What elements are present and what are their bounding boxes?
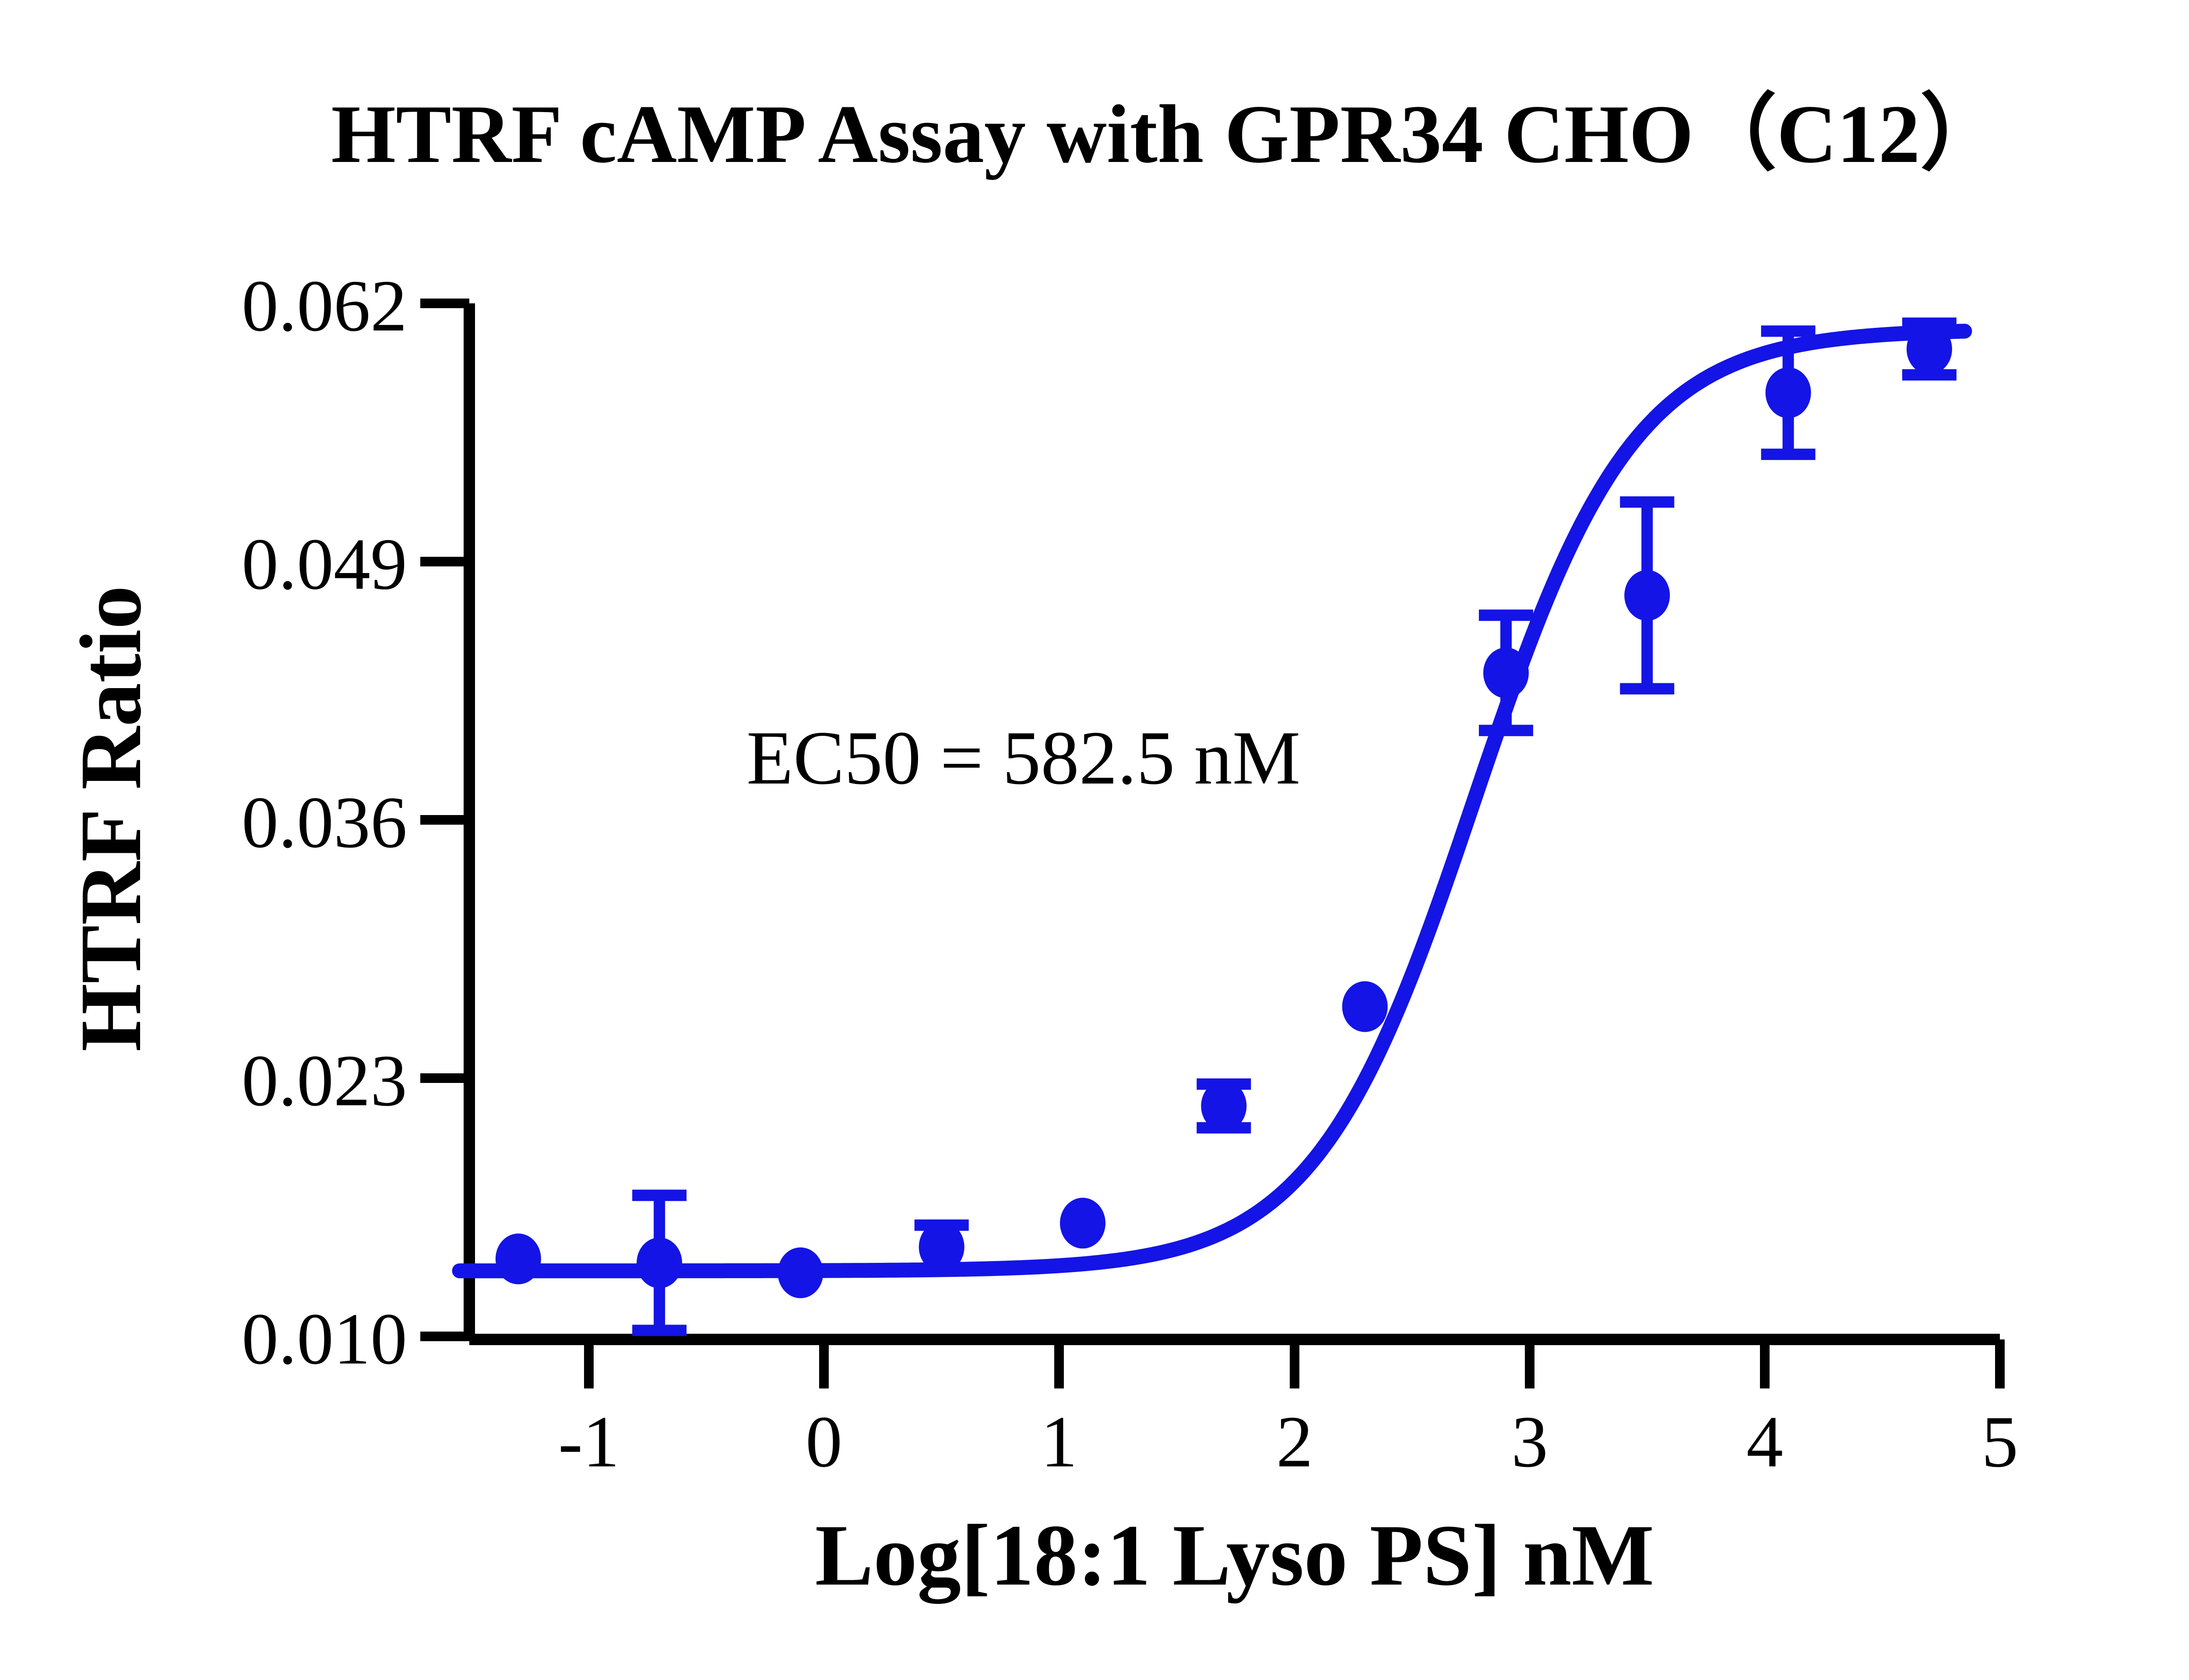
page-title: HTRF cAMP Assay with GPR34 CHO（C12） (331, 88, 2003, 180)
data-point (1906, 323, 1952, 375)
data-point (495, 1234, 541, 1284)
fit-curve (452, 323, 1972, 1279)
fit-curve-layer (452, 323, 1972, 1279)
x-axis-title: Log[18:1 Lyso PS] nM (815, 1507, 1654, 1604)
data-point (1483, 647, 1529, 699)
data-point (637, 1237, 683, 1289)
data-point (1765, 367, 1811, 418)
data-point (1060, 1198, 1106, 1249)
data-point (778, 1247, 824, 1298)
x-tick-label: 4 (1746, 1401, 1783, 1483)
y-tick-label: 0.049 (242, 524, 407, 605)
ec50-annotation: EC50 = 582.5 nM (746, 715, 1300, 800)
y-axis-title: HTRF Ratio (63, 586, 159, 1052)
x-tick-label: 5 (1981, 1401, 2018, 1483)
y-tick-label-group: 0.062 0.049 0.036 0.023 0.010 (242, 265, 407, 1380)
x-tick-label-group: -1 0 1 2 3 4 5 (558, 1401, 2018, 1483)
x-tick-label: 3 (1511, 1401, 1548, 1483)
y-tick-label: 0.062 (242, 265, 407, 347)
x-tick-label: -1 (558, 1401, 619, 1483)
data-point (919, 1221, 964, 1272)
data-point-layer (495, 323, 1952, 1298)
y-tick-label: 0.010 (242, 1298, 407, 1380)
x-tick-label: 1 (1041, 1401, 1077, 1483)
y-tick-label: 0.023 (242, 1040, 407, 1121)
data-point (1342, 981, 1388, 1032)
x-tick-label: 2 (1276, 1401, 1313, 1483)
x-tick-group (584, 1339, 2005, 1388)
y-tick-group (420, 299, 469, 1341)
x-tick-label: 0 (806, 1401, 842, 1483)
data-point (1201, 1080, 1247, 1132)
y-tick-label: 0.036 (242, 782, 407, 863)
data-point (1624, 570, 1670, 621)
